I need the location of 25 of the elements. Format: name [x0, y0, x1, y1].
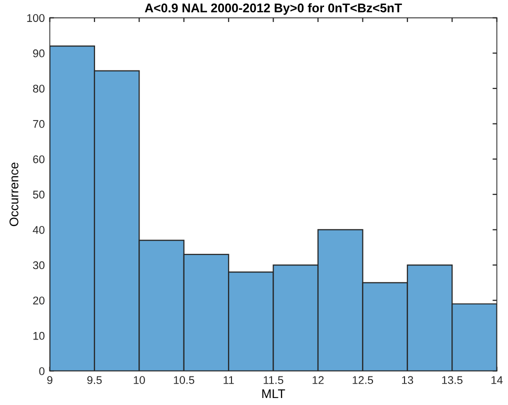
- x-tick-label: 9: [47, 376, 52, 384]
- y-tick-label: 10: [33, 332, 44, 340]
- x-tick-label: 12: [312, 376, 324, 384]
- y-tick-label: 60: [33, 155, 44, 164]
- y-tick-label: 70: [33, 120, 44, 128]
- y-tick-label: 50: [33, 190, 44, 199]
- x-tick-label: 14: [491, 376, 503, 384]
- y-axis-title: Occurrence: [10, 162, 18, 226]
- x-tick-label: 11.5: [264, 376, 284, 384]
- x-tick-label: 10.5: [174, 376, 194, 384]
- y-tick-label: 100: [27, 14, 44, 22]
- x-tick-label: 9.5: [87, 376, 102, 384]
- x-tick-label: 10: [134, 376, 145, 384]
- y-tick-label: 80: [33, 84, 44, 93]
- y-tick-label: 30: [32, 261, 44, 270]
- y-tick-label: 0: [39, 367, 44, 376]
- chart-title: A<0.9 NAL 2000-2012 By>0 for 0nT<Bz<5nT: [144, 3, 402, 15]
- x-tick-label: 13: [402, 376, 414, 384]
- x-tick-label: 13.5: [442, 376, 462, 384]
- x-axis-title: MLT: [262, 389, 286, 398]
- y-tick-label: 40: [32, 226, 44, 234]
- x-tick-label: 11: [224, 376, 234, 384]
- y-tick-label: 20: [33, 296, 44, 304]
- x-tick-label: 12.5: [352, 376, 374, 384]
- y-tick-label: 90: [33, 49, 44, 58]
